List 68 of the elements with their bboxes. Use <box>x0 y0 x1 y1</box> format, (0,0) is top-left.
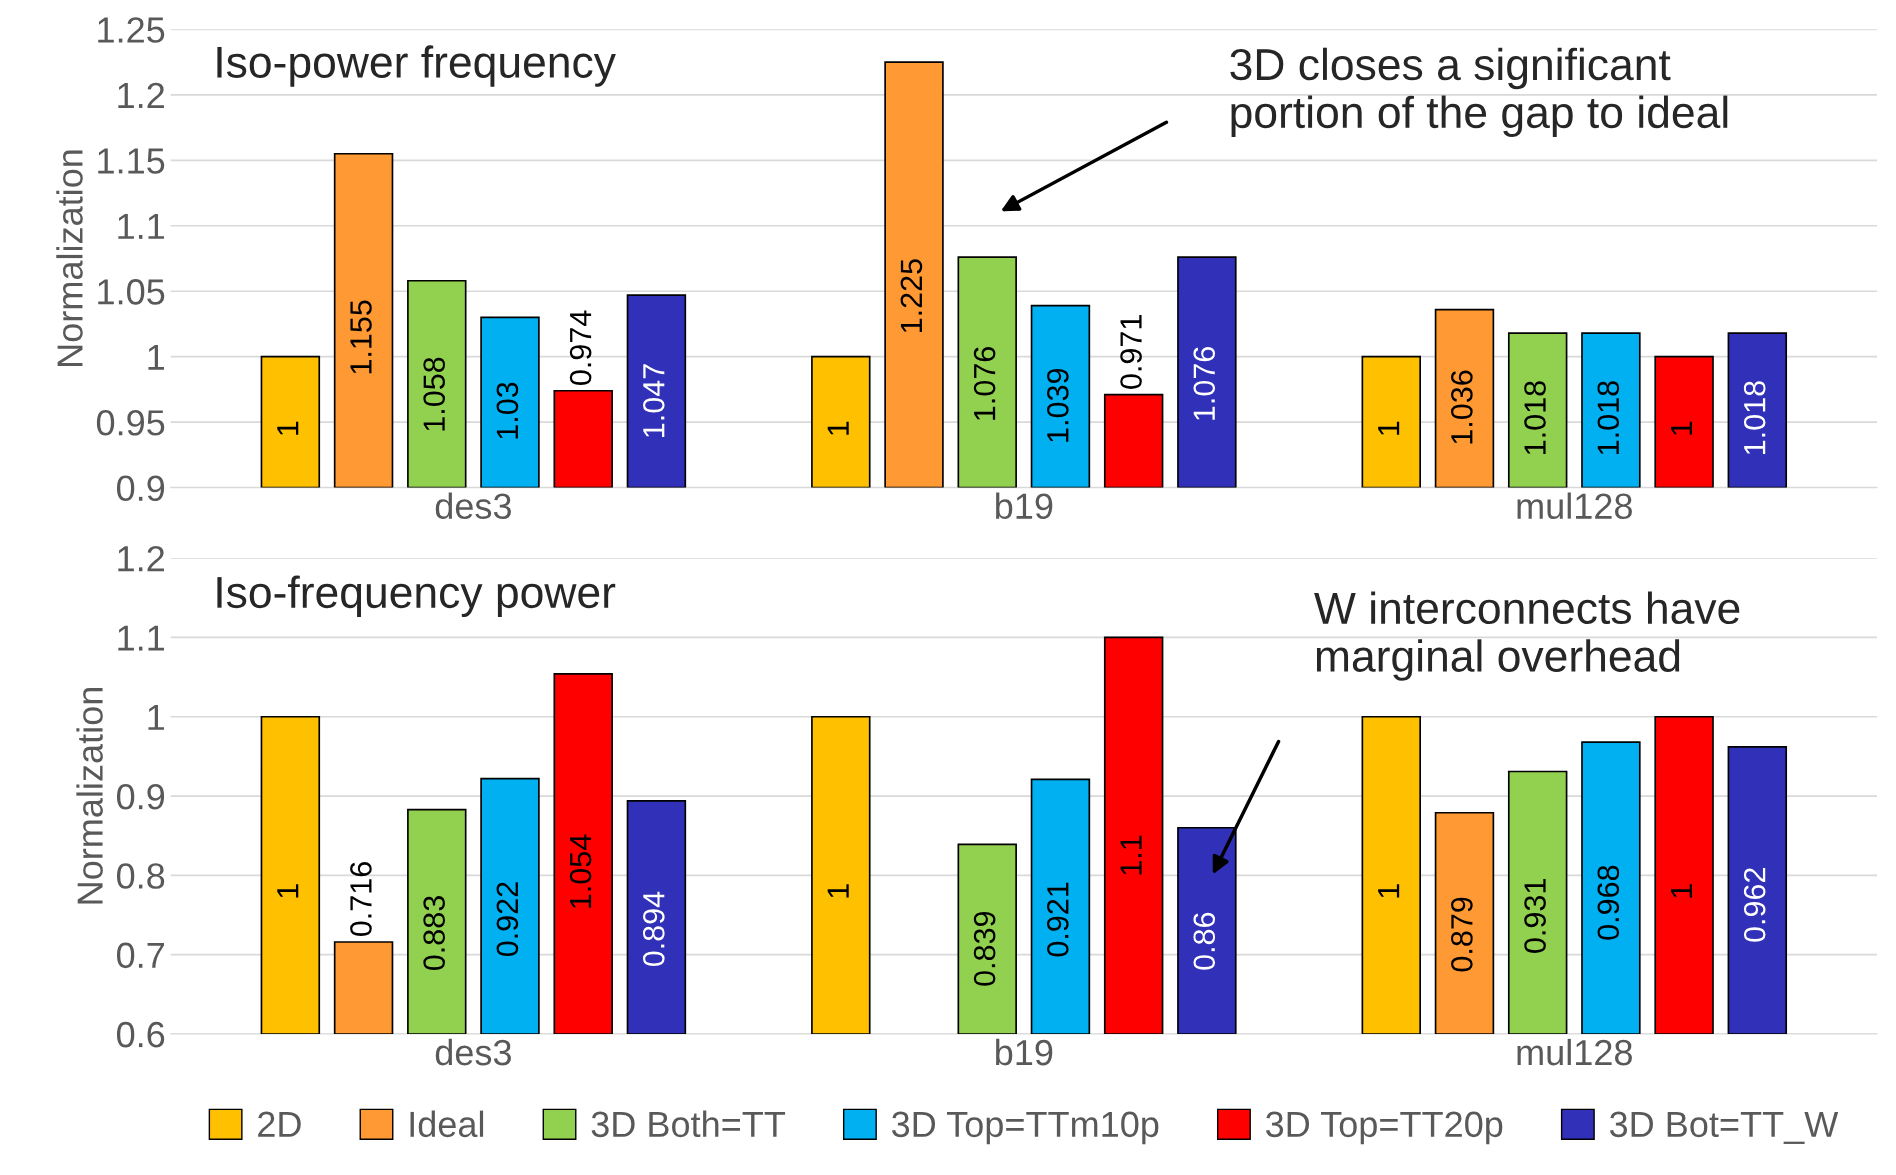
data-label: 1 <box>1378 421 1400 435</box>
data-label: 1.076 <box>973 347 996 420</box>
x-tick-label: des3 <box>435 492 511 520</box>
legend-label: 3D Both=TT <box>591 1110 786 1138</box>
annotation: W interconnects have marginal overhead <box>1314 591 1740 681</box>
data-label: 0.931 <box>1524 879 1546 953</box>
y-tick-label: 1 <box>148 344 165 370</box>
y-tick-label: 1.25 <box>98 17 165 43</box>
x-tick-label: mul128 <box>1517 492 1632 520</box>
data-label: 0.968 <box>1597 865 1620 940</box>
y-tick-label: 0.95 <box>96 410 165 436</box>
chart-title: Iso-power frequency <box>217 45 616 87</box>
data-label: 1.155 <box>350 300 372 374</box>
data-label: 1.018 <box>1597 381 1620 454</box>
data-label: 1.036 <box>1451 370 1473 444</box>
data-label: 1 <box>827 884 849 898</box>
data-label: 0.86 <box>1193 912 1216 970</box>
x-tick-label: mul128 <box>1517 1038 1632 1066</box>
x-tick-label: des3 <box>435 1038 511 1066</box>
y-tick-label: 1.2 <box>118 545 164 572</box>
data-label: 1.058 <box>423 357 445 431</box>
y-tick-label: 0.7 <box>117 942 164 969</box>
data-label: 1 <box>277 884 299 898</box>
data-label: 0.879 <box>1451 897 1473 972</box>
legend-label: 2D <box>258 1111 301 1137</box>
data-label: 1.1 <box>1120 835 1142 875</box>
y-tick-label: 0.6 <box>117 1021 165 1048</box>
legend-label: 3D Bot=TT_W <box>1609 1111 1839 1144</box>
legend-label: 3D Top=TT20p <box>1266 1111 1503 1145</box>
data-label: 1 <box>1378 884 1400 898</box>
data-label: 1.076 <box>1193 347 1216 420</box>
data-label: 1 <box>1670 421 1693 435</box>
data-label: 1 <box>277 421 299 435</box>
y-tick-label: 0.9 <box>117 475 165 502</box>
x-tick-label: b19 <box>996 1038 1053 1066</box>
data-label: 0.883 <box>423 896 445 971</box>
data-label: 0.971 <box>1120 315 1142 389</box>
data-label: 1.018 <box>1524 381 1546 454</box>
legend-label: Ideal <box>410 1110 484 1138</box>
data-label: 1.047 <box>642 364 665 437</box>
y-tick-label: 1.05 <box>98 279 165 305</box>
data-label: 1.03 <box>496 382 519 439</box>
data-label: 0.962 <box>1743 868 1766 942</box>
data-label: 0.894 <box>642 891 665 967</box>
legend-label: 3D Top=TTm10p <box>891 1111 1159 1145</box>
y-tick-label: 1.1 <box>118 214 165 239</box>
data-label: 0.839 <box>973 911 996 986</box>
y-axis-title: Normalization <box>56 150 83 366</box>
data-label: 1.054 <box>569 834 592 908</box>
chart-title: Iso-frequency power <box>217 575 616 617</box>
data-label: 1 <box>827 421 849 435</box>
data-label: 1.039 <box>1047 368 1069 442</box>
data-label: 1.225 <box>900 259 923 333</box>
y-tick-label: 0.9 <box>117 783 165 810</box>
data-label: 0.716 <box>350 862 372 937</box>
y-tick-label: 1.1 <box>118 625 165 651</box>
y-axis-title: Normalization <box>76 688 103 904</box>
annotation: 3D closes a significant portion of the gap to ideal <box>1230 47 1728 138</box>
y-tick-label: 0.8 <box>117 863 165 889</box>
data-label: 1.018 <box>1743 381 1766 454</box>
y-tick-label: 1.2 <box>118 82 164 108</box>
data-label: 1 <box>1670 884 1693 898</box>
data-label: 0.922 <box>496 882 519 957</box>
x-tick-label: b19 <box>996 492 1053 520</box>
y-tick-label: 1.15 <box>98 148 165 174</box>
data-label: 0.974 <box>569 310 592 385</box>
y-tick-label: 1 <box>148 704 165 730</box>
data-label: 0.921 <box>1047 882 1069 957</box>
